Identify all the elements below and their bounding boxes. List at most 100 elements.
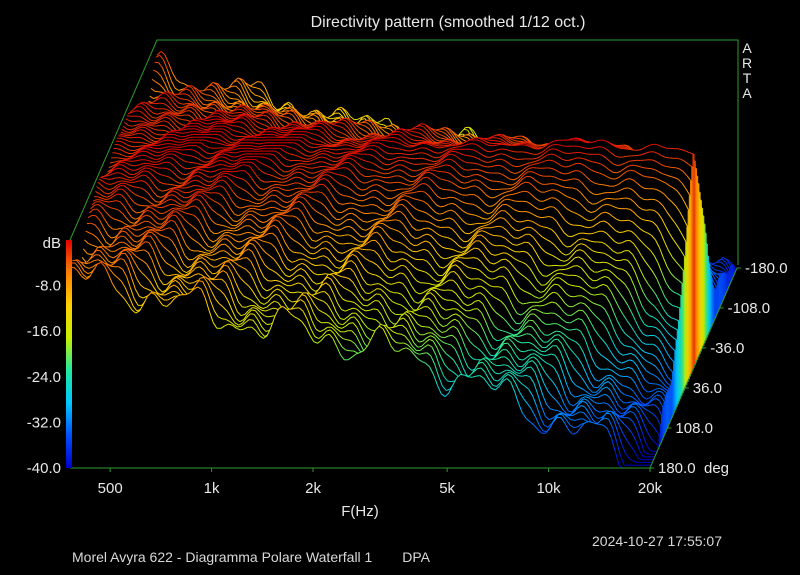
back-panel-outline — [69, 39, 739, 265]
trace-segment — [170, 80, 176, 89]
trace-segment — [711, 263, 716, 267]
trace-segment — [326, 116, 331, 120]
trace-segment — [465, 126, 470, 129]
trace-segment — [183, 119, 188, 121]
trace-segment — [187, 85, 192, 89]
trace-segment — [215, 102, 221, 107]
trace-segment — [212, 96, 218, 101]
trace-segment — [365, 115, 371, 120]
trace-segment — [257, 100, 262, 103]
trace-segment — [724, 265, 729, 273]
trace-segment — [149, 122, 154, 124]
trace-segment — [159, 102, 164, 105]
trace-segment — [200, 109, 206, 112]
trace-segment — [377, 120, 382, 124]
trace-segment — [189, 90, 195, 97]
trace-segment — [266, 103, 271, 107]
trace-segment — [238, 77, 243, 82]
trace-segment — [141, 126, 146, 129]
trace-segment — [151, 120, 156, 122]
trace-segment — [259, 88, 265, 94]
trace-segment — [265, 103, 270, 107]
trace-segment — [257, 81, 262, 83]
trace-segment — [237, 101, 242, 103]
trace-segment — [169, 97, 175, 104]
trace-segment — [254, 94, 260, 97]
trace-segment — [123, 134, 128, 137]
trace-segment — [288, 101, 293, 106]
trace-segment — [197, 102, 203, 108]
trace-segment — [161, 129, 166, 132]
trace-segment — [468, 126, 474, 134]
trace-segment — [158, 62, 163, 68]
trace-segment — [714, 274, 720, 280]
trace-segment — [305, 113, 310, 117]
trace-segment — [178, 102, 184, 105]
trace-segment — [215, 87, 221, 96]
trace-segment — [207, 84, 213, 87]
trace-segment — [244, 93, 250, 103]
trace-segment — [368, 133, 373, 136]
trace-segment — [498, 133, 503, 136]
trace-segment — [238, 108, 243, 111]
trace-segment — [349, 116, 355, 120]
trace-segment — [264, 87, 270, 98]
trace-segment — [180, 98, 185, 100]
trace-segment — [253, 101, 258, 103]
trace-segment — [200, 96, 205, 101]
trace-segment — [316, 109, 322, 114]
trace-segment — [241, 114, 246, 116]
trace-segment — [176, 79, 181, 84]
trace-segment — [167, 91, 172, 96]
trace-segment — [172, 106, 177, 111]
trace-segment — [209, 94, 214, 98]
trace-segment — [515, 140, 520, 142]
trace-segment — [204, 110, 209, 113]
trace-segment — [330, 121, 335, 123]
trace-segment — [174, 87, 180, 91]
trace-segment — [371, 118, 377, 123]
trace-segment — [214, 91, 219, 99]
trace-segment — [263, 105, 269, 109]
trace-segment — [180, 108, 185, 112]
trace-segment — [205, 126, 210, 128]
trace-segment — [258, 102, 264, 106]
trace-segment — [721, 258, 727, 263]
trace-segment — [719, 265, 724, 270]
trace-segment — [283, 116, 288, 118]
trace-segment — [315, 112, 320, 116]
trace-segment — [149, 95, 154, 100]
trace-segment — [336, 108, 341, 111]
trace-segment — [160, 51, 166, 55]
trace-segment — [177, 106, 182, 109]
trace-segment — [188, 85, 193, 87]
trace-segment — [294, 110, 300, 116]
trace-segment — [156, 51, 162, 56]
trace-segment — [354, 138, 359, 141]
trace-segment — [137, 136, 142, 139]
trace-segment — [236, 80, 242, 86]
trace-segment — [241, 81, 247, 90]
trace-segment — [223, 102, 228, 108]
trace-segment — [217, 101, 222, 106]
trace-segment — [170, 94, 176, 101]
trace-segment — [203, 130, 208, 132]
trace-segment — [194, 93, 200, 101]
trace-segment — [262, 97, 268, 103]
trace-segment — [161, 67, 167, 78]
waterfall-traces — [69, 51, 737, 469]
trace-segment — [264, 101, 269, 105]
trace-segment — [297, 116, 302, 125]
trace-segment — [291, 109, 296, 112]
trace-segment — [327, 115, 332, 119]
trace-segment — [124, 133, 129, 135]
trace-segment — [156, 71, 162, 77]
trace-segment — [712, 261, 718, 265]
trace-segment — [285, 110, 291, 114]
trace-segment — [184, 105, 189, 110]
trace-segment — [176, 96, 181, 100]
trace-segment — [381, 117, 386, 122]
trace-segment — [238, 95, 244, 101]
trace-segment — [710, 269, 716, 276]
trace-segment — [153, 69, 158, 73]
